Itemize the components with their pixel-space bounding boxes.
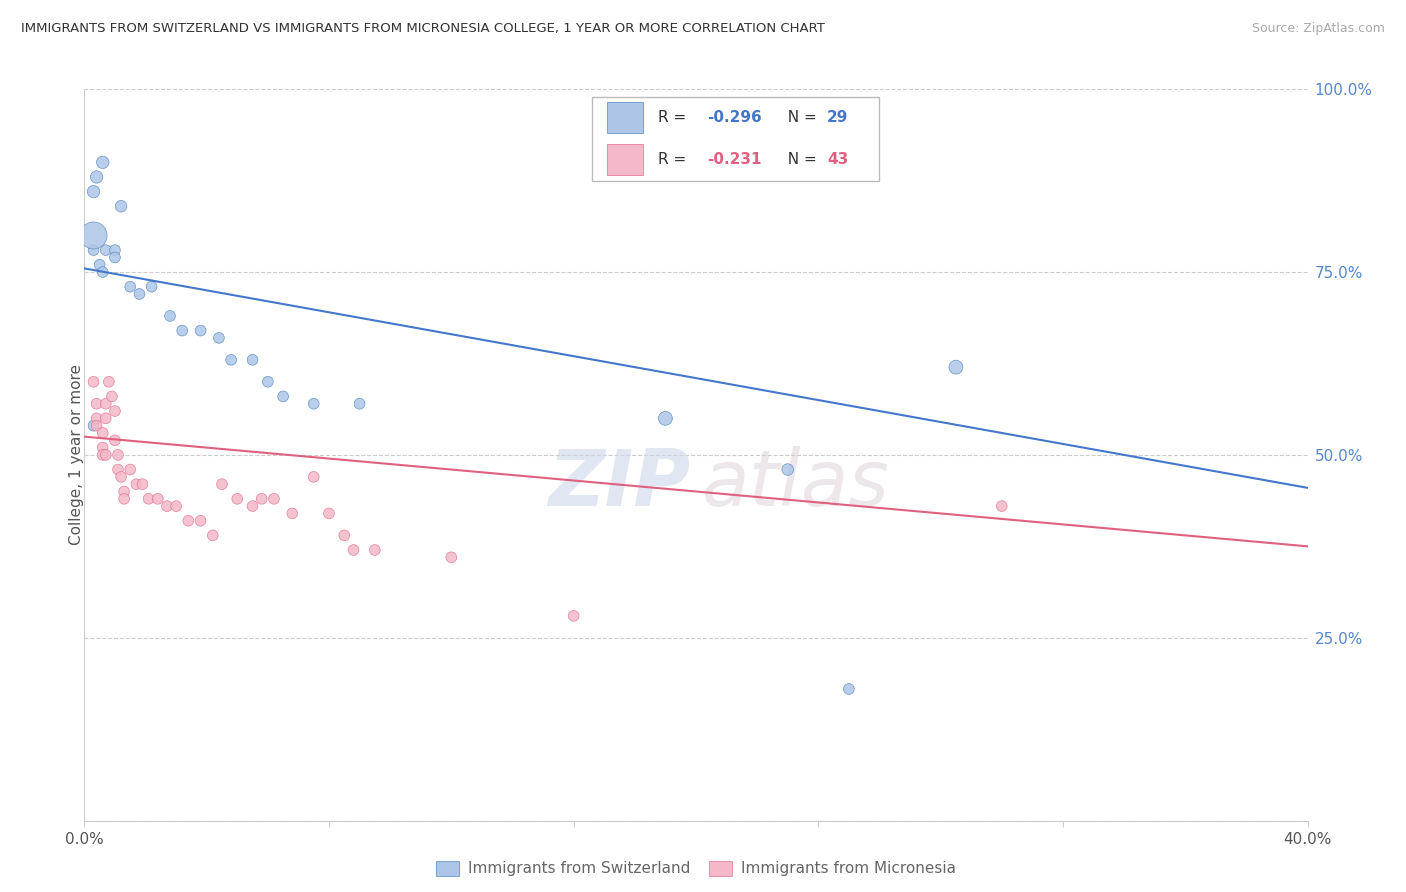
Y-axis label: College, 1 year or more: College, 1 year or more [69, 365, 83, 545]
Point [112, 484, 135, 499]
Legend: Immigrants from Switzerland, Immigrants from Micronesia: Immigrants from Switzerland, Immigrants … [430, 855, 962, 882]
Text: Source: ZipAtlas.com: Source: ZipAtlas.com [1251, 22, 1385, 36]
Point [146, 491, 169, 506]
Point [302, 470, 325, 484]
Point [257, 375, 280, 389]
Point [318, 507, 340, 521]
Point [349, 397, 371, 411]
Point [91, 265, 114, 279]
Point [89, 258, 111, 272]
Point [86, 411, 108, 425]
Point [104, 404, 127, 418]
Point [141, 279, 163, 293]
Point [83, 375, 105, 389]
Point [219, 352, 242, 367]
Point [112, 491, 135, 506]
Point [165, 499, 187, 513]
Point [190, 514, 212, 528]
FancyBboxPatch shape [606, 103, 644, 133]
Point [281, 507, 304, 521]
Text: R =: R = [658, 110, 692, 125]
Point [211, 477, 233, 491]
Point [94, 448, 117, 462]
Point [104, 251, 127, 265]
FancyBboxPatch shape [592, 96, 880, 180]
Point [333, 528, 356, 542]
Point [159, 309, 181, 323]
Point [125, 477, 148, 491]
Point [94, 243, 117, 257]
Point [138, 491, 160, 506]
Text: -0.296: -0.296 [707, 110, 762, 125]
Text: IMMIGRANTS FROM SWITZERLAND VS IMMIGRANTS FROM MICRONESIA COLLEGE, 1 YEAR OR MOR: IMMIGRANTS FROM SWITZERLAND VS IMMIGRANT… [21, 22, 825, 36]
Text: N =: N = [778, 153, 821, 167]
Point [263, 491, 285, 506]
Point [107, 462, 129, 476]
Point [364, 543, 387, 558]
Text: 29: 29 [827, 110, 848, 125]
Point [83, 243, 105, 257]
Point [91, 155, 114, 169]
Point [83, 418, 105, 433]
Point [86, 397, 108, 411]
Point [190, 324, 212, 338]
Point [86, 418, 108, 433]
Point [156, 499, 179, 513]
Point [562, 608, 585, 623]
Point [91, 441, 114, 455]
Point [83, 185, 105, 199]
Point [208, 331, 231, 345]
Text: R =: R = [658, 153, 692, 167]
Point [91, 425, 114, 440]
Point [776, 462, 799, 476]
Point [172, 324, 194, 338]
Point [838, 681, 860, 696]
Point [342, 543, 364, 558]
Point [104, 243, 127, 257]
Point [110, 470, 132, 484]
Text: -0.231: -0.231 [707, 153, 762, 167]
Point [945, 360, 967, 375]
Point [104, 434, 127, 448]
Point [120, 462, 142, 476]
Point [177, 514, 200, 528]
Point [654, 411, 676, 425]
Point [101, 389, 124, 403]
Point [226, 491, 249, 506]
Point [110, 199, 132, 213]
Point [94, 397, 117, 411]
FancyBboxPatch shape [606, 145, 644, 175]
Point [302, 397, 325, 411]
Point [91, 448, 114, 462]
Text: ZIP: ZIP [547, 446, 690, 522]
Point [120, 279, 142, 293]
Point [131, 477, 153, 491]
Point [94, 411, 117, 425]
Point [242, 499, 264, 513]
Point [271, 389, 294, 403]
Point [128, 287, 150, 301]
Point [991, 499, 1014, 513]
Text: N =: N = [778, 110, 821, 125]
Point [97, 375, 120, 389]
Point [107, 448, 129, 462]
Point [242, 352, 264, 367]
Text: 43: 43 [827, 153, 848, 167]
Text: atlas: atlas [702, 446, 890, 522]
Point [86, 169, 108, 184]
Point [440, 550, 463, 565]
Point [201, 528, 224, 542]
Point [83, 228, 105, 243]
Point [250, 491, 273, 506]
